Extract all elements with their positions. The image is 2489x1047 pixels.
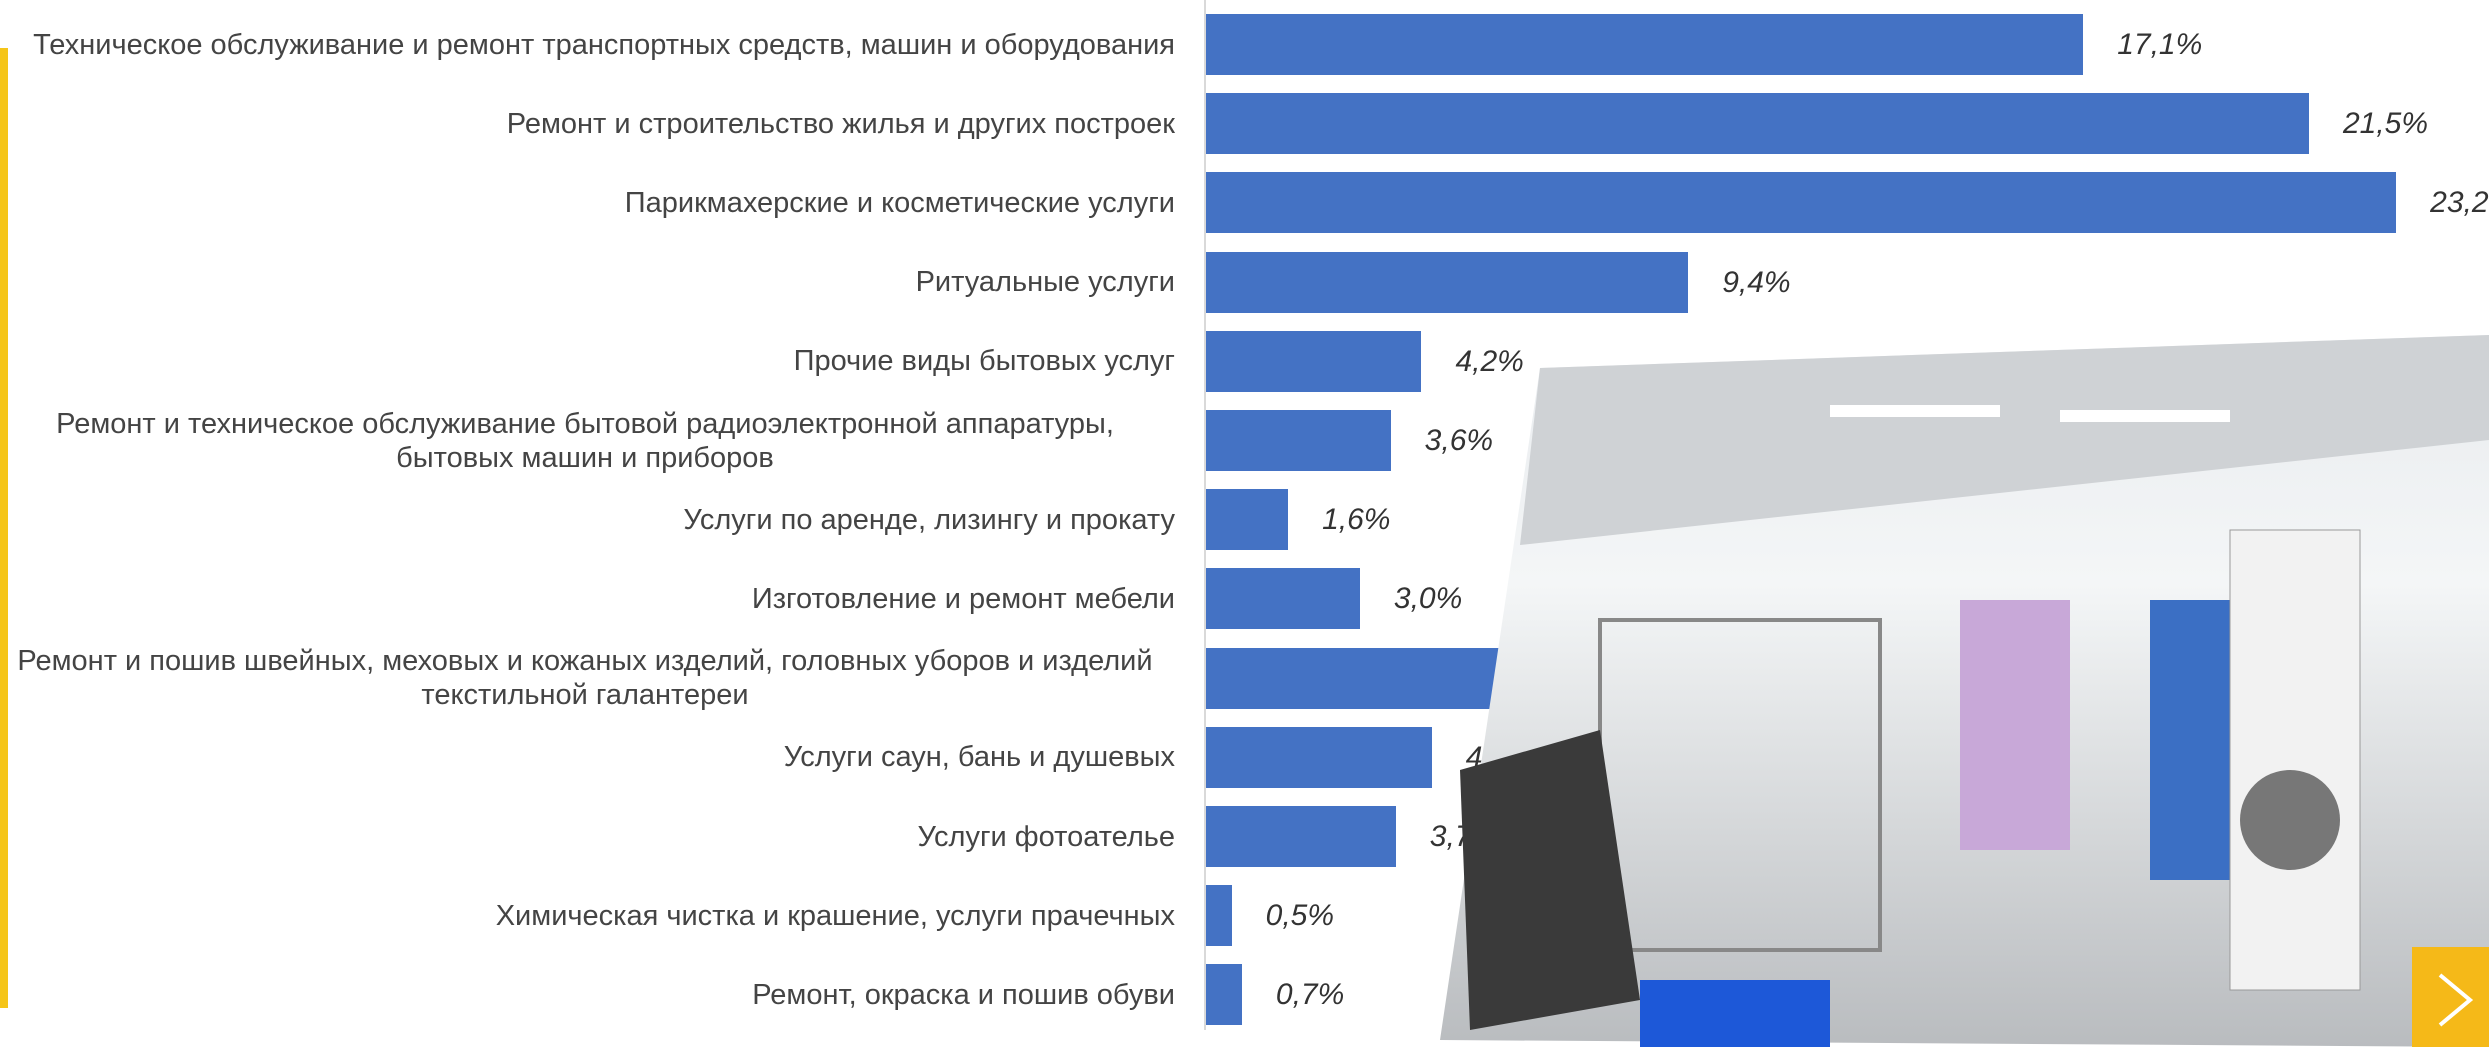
photo-basket — [1640, 980, 1830, 1047]
category-label-text: Техническое обслуживание и ремонт трансп… — [33, 28, 1175, 61]
photo-light — [1830, 405, 2000, 417]
bar — [1206, 251, 1689, 313]
value-label-text: 9,4% — [1722, 265, 1791, 299]
category-label-text: Изготовление и ремонт мебели — [751, 582, 1175, 615]
category-label-text: Ремонт, окраска и пошив обуви — [752, 978, 1175, 1011]
category-label: Ремонт и техническое обслуживание бытово… — [0, 402, 1175, 479]
category-label: Прочие виды бытовых услуг — [0, 323, 1175, 400]
value-label-text: 4,2% — [1455, 344, 1524, 378]
category-label: Услуги саун, бань и душевых — [0, 719, 1175, 796]
category-label: Услуги по аренде, лизингу и прокату — [0, 481, 1175, 558]
category-label-text: Прочие виды бытовых услуг — [793, 345, 1175, 378]
bar — [1206, 172, 2397, 234]
category-label-text: Ремонт и пошив швейных, меховых и кожаны… — [17, 645, 1153, 712]
bar — [1206, 93, 2309, 155]
accent-stripe — [0, 48, 8, 1008]
bar — [1206, 489, 1289, 551]
value-label: 21,5% — [2343, 93, 2428, 154]
value-label-text: 3,6% — [1424, 424, 1494, 457]
category-label: Ритуальные услуги — [0, 244, 1175, 321]
value-label-text: 1,6% — [1322, 503, 1391, 537]
category-label-text: Услуги фотоателье — [917, 820, 1175, 853]
photo-machine — [2150, 600, 2230, 880]
photo-machine — [1960, 600, 2070, 850]
category-label: Химическая чистка и крашение, услуги пра… — [0, 877, 1175, 954]
photo-washer — [2229, 529, 2361, 991]
value-label-text: 21,5% — [2342, 107, 2429, 141]
category-label-text: Ремонт и техническое обслуживание бытово… — [56, 407, 1114, 474]
bar — [1206, 885, 1232, 947]
bar — [1206, 806, 1396, 867]
value-label-text: 3,0% — [1393, 582, 1463, 616]
value-label: 0,5% — [1266, 885, 1334, 946]
bar — [1206, 330, 1422, 392]
value-label: 17,1% — [2117, 14, 2202, 75]
value-label: 9,4% — [1722, 252, 1790, 313]
category-label: Ремонт и строительство жилья и других по… — [0, 85, 1175, 162]
category-label-text: Услуги саун, бань и душевых — [783, 741, 1175, 774]
photo-press — [1460, 730, 1640, 1030]
bar — [1206, 14, 2084, 75]
category-label: Изготовление и ремонт мебели — [0, 560, 1175, 637]
category-label: Ремонт и пошив швейных, меховых и кожаны… — [0, 640, 1175, 717]
category-label-text: Ритуальные услуги — [915, 266, 1175, 299]
category-label-text: Услуги по аренде, лизингу и прокату — [683, 503, 1175, 536]
bar — [1206, 964, 1242, 1026]
value-label: 23,2% — [2430, 172, 2489, 233]
axis-line — [1204, 0, 1206, 1030]
category-label: Ремонт, окраска и пошив обуви — [0, 956, 1175, 1033]
value-label-text: 0,7% — [1275, 978, 1345, 1012]
category-label-text: Парикмахерские и косметические услуги — [624, 186, 1175, 219]
photo-light — [2060, 410, 2230, 422]
value-label-text: 23,2% — [2430, 186, 2489, 220]
bar — [1206, 726, 1432, 788]
value-label: 3,6% — [1425, 410, 1493, 471]
value-label: 0,7% — [1276, 964, 1344, 1025]
value-label: 4,2% — [1455, 331, 1523, 392]
bar — [1206, 568, 1360, 630]
value-label-text: 17,1% — [2117, 28, 2203, 61]
value-label: 1,6% — [1322, 489, 1390, 550]
photo-ceiling — [1520, 335, 2489, 545]
bar — [1206, 410, 1391, 471]
category-label-text: Химическая чистка и крашение, услуги пра… — [495, 899, 1175, 932]
category-label: Парикмахерские и косметические услуги — [0, 164, 1175, 241]
category-label: Техническое обслуживание и ремонт трансп… — [0, 6, 1175, 83]
value-label-text: 0,5% — [1265, 899, 1335, 933]
value-label: 3,0% — [1394, 568, 1462, 629]
next-button[interactable] — [2412, 947, 2489, 1047]
category-label: Услуги фотоателье — [0, 798, 1175, 875]
next-chevron[interactable] — [2438, 973, 2474, 1027]
category-label-text: Ремонт и строительство жилья и других по… — [506, 107, 1175, 140]
photo-drum — [2240, 770, 2340, 870]
